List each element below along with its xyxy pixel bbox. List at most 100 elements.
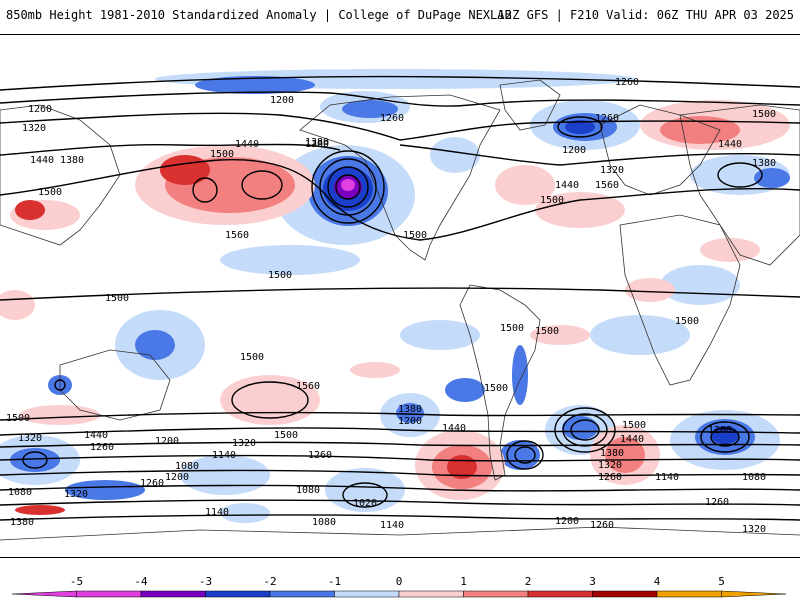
contour-label: 1320	[600, 165, 624, 176]
contour-label: 1440	[235, 139, 259, 150]
contour-label: 1500	[622, 420, 646, 431]
contour-label: 1260	[308, 450, 332, 461]
europe-outline	[599, 104, 721, 196]
model-run-info: 12Z GFS | F210 Valid: 06Z THU APR 03 202…	[497, 8, 794, 22]
contour-label: 1260	[90, 442, 114, 453]
colorbar-canvas: -5 -4 -3 -2 -1 0 1 2 3 4 5	[11, 575, 787, 598]
colorbar-high-arrow	[721, 590, 787, 598]
contour-label: 1260	[705, 497, 729, 508]
contour-label: 1500	[38, 187, 62, 198]
anomaly-map: 1260 1200 1260 1320 1380 1260 1500 1260 …	[0, 34, 800, 558]
contour-label: 1140	[655, 472, 679, 483]
contour-label: 1500	[105, 293, 129, 304]
africa-outline	[619, 214, 741, 386]
contour-label: 1320	[22, 123, 46, 134]
contour-label: 1440	[718, 139, 742, 150]
contour-label: 1440	[84, 430, 108, 441]
contour-label: 1380	[60, 155, 84, 166]
colorbar-tick-label: -1	[328, 575, 341, 588]
negative-anomalies	[0, 69, 790, 523]
contour-label: 1080	[296, 485, 320, 496]
south-america-outline	[459, 284, 541, 481]
contour-label: 1500	[500, 323, 524, 334]
contour-label: 1260	[595, 113, 619, 124]
colorbar-segment	[205, 590, 271, 598]
colorbar-tick-label: -2	[263, 575, 276, 588]
contour-label: 1260	[140, 478, 164, 489]
contour-label: 1200	[165, 472, 189, 483]
contour-label: 1560	[595, 180, 619, 191]
contour-label: 1260	[615, 77, 639, 88]
contour-label: 1080	[742, 472, 766, 483]
colorbar-segment	[398, 590, 464, 598]
asia-west-outline	[0, 104, 121, 246]
contour-label: 1260	[28, 104, 52, 115]
contour-label: 1380	[752, 158, 776, 169]
contour-label: 1500	[210, 149, 234, 160]
contour-label: 1440	[442, 423, 466, 434]
contour-label: 1320	[742, 524, 766, 535]
contour-label: 1320	[232, 438, 256, 449]
height-contours	[0, 75, 800, 521]
contour-label: 1440	[30, 155, 54, 166]
contour-label: 1140	[212, 450, 236, 461]
contour-label: 1080	[8, 487, 32, 498]
contour-label: 1380	[10, 517, 34, 528]
contour-label: 1200	[155, 436, 179, 447]
contour-label: 1020	[353, 498, 377, 509]
colorbar-tick-label: 5	[718, 575, 725, 588]
colorbar-segment	[140, 590, 206, 598]
colorbar-segment	[656, 590, 722, 598]
coastlines	[0, 79, 800, 541]
colorbar-segment	[527, 590, 593, 598]
colorbar-tick-label: 3	[589, 575, 596, 588]
contour-label: 1500	[240, 352, 264, 363]
map-canvas: 1260 1200 1260 1320 1380 1260 1500 1260 …	[0, 35, 800, 557]
north-america-outline	[299, 94, 501, 261]
contour-label: 1260	[380, 113, 404, 124]
contour-label: 1260	[590, 520, 614, 531]
contour-label: 1440	[620, 434, 644, 445]
contour-label: 1440	[555, 180, 579, 191]
colorbar-tick-label: 0	[396, 575, 403, 588]
colorbar-low-arrow	[11, 590, 77, 598]
antarctica-outline	[0, 526, 800, 541]
contour-label: 1140	[205, 507, 229, 518]
contour-label: 1500	[752, 109, 776, 120]
colorbar-tick-label: -4	[134, 575, 148, 588]
colorbar-tick-label: -5	[70, 575, 83, 588]
contour-label: 1500	[535, 326, 559, 337]
contour-label: 1380	[398, 404, 422, 415]
colorbar-tick-label: -3	[199, 575, 212, 588]
contour-label: 1080	[175, 461, 199, 472]
contour-label: 1500	[268, 270, 292, 281]
contour-label: 1500	[274, 430, 298, 441]
contour-label: 1320	[64, 489, 88, 500]
australia-outline	[59, 349, 171, 421]
contour-label: 1200	[398, 416, 422, 427]
contour-label: 1500	[540, 195, 564, 206]
contour-label: 1500	[403, 230, 427, 241]
colorbar-segment	[463, 590, 529, 598]
colorbar-tick-label: 1	[460, 575, 467, 588]
anomaly-colorbar: -5 -4 -3 -2 -1 0 1 2 3 4 5	[0, 566, 800, 600]
contour-label: 1080	[312, 517, 336, 528]
colorbar-tick-label: 2	[525, 575, 532, 588]
colorbar-segment	[334, 590, 400, 598]
header: 850mb Height 1981-2010 Standardized Anom…	[0, 0, 800, 34]
contour-label: 1320	[18, 433, 42, 444]
contour-label: 1380	[305, 137, 329, 148]
contour-label: 1200	[708, 425, 732, 436]
contour-label: 1320	[598, 460, 622, 471]
contour-label: 1140	[380, 520, 404, 531]
contour-label: 1380	[305, 139, 329, 150]
contour-label: 1260	[598, 472, 622, 483]
contour-label: 1200	[562, 145, 586, 156]
colorbar-segment	[269, 590, 335, 598]
contour-label: 1560	[296, 381, 320, 392]
asia-outline	[679, 104, 800, 266]
colorbar-tick-label: 4	[654, 575, 661, 588]
contour-label: 1380	[600, 448, 624, 459]
contour-labels: 1260 1200 1260 1320 1380 1260 1500 1260 …	[6, 77, 776, 535]
contour-label: 1200	[555, 516, 579, 527]
